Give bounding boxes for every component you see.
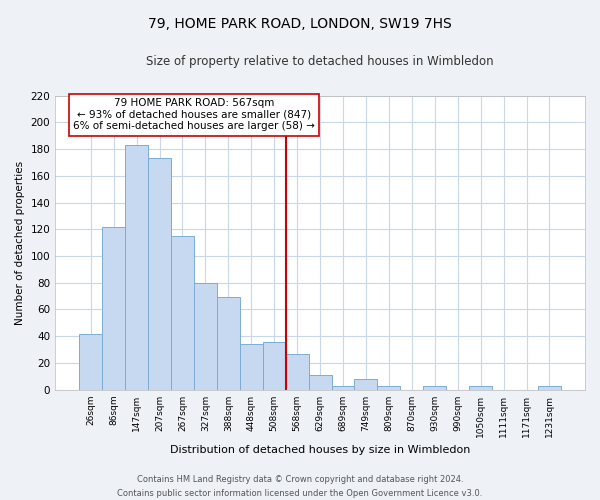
Text: Contains HM Land Registry data © Crown copyright and database right 2024.
Contai: Contains HM Land Registry data © Crown c… (118, 476, 482, 498)
Bar (148, 158, 171, 390)
Bar (469, 386, 492, 390)
Bar (423, 386, 446, 390)
X-axis label: Distribution of detached houses by size in Wimbledon: Distribution of detached houses by size … (170, 445, 470, 455)
Bar (240, 344, 263, 390)
Bar (171, 236, 194, 390)
Bar (332, 386, 355, 390)
Bar (102, 226, 125, 390)
Bar (377, 386, 400, 390)
Y-axis label: Number of detached properties: Number of detached properties (15, 160, 25, 324)
Bar (355, 379, 377, 390)
Bar (263, 342, 286, 390)
Bar (194, 282, 217, 390)
Bar (125, 145, 148, 390)
Title: Size of property relative to detached houses in Wimbledon: Size of property relative to detached ho… (146, 55, 494, 68)
Text: 79 HOME PARK ROAD: 567sqm
← 93% of detached houses are smaller (847)
6% of semi-: 79 HOME PARK ROAD: 567sqm ← 93% of detac… (73, 98, 315, 132)
Bar (308, 375, 332, 390)
Bar (538, 386, 561, 390)
Bar (217, 298, 240, 390)
Bar (79, 334, 102, 390)
Text: 79, HOME PARK ROAD, LONDON, SW19 7HS: 79, HOME PARK ROAD, LONDON, SW19 7HS (148, 18, 452, 32)
Bar (286, 354, 308, 390)
